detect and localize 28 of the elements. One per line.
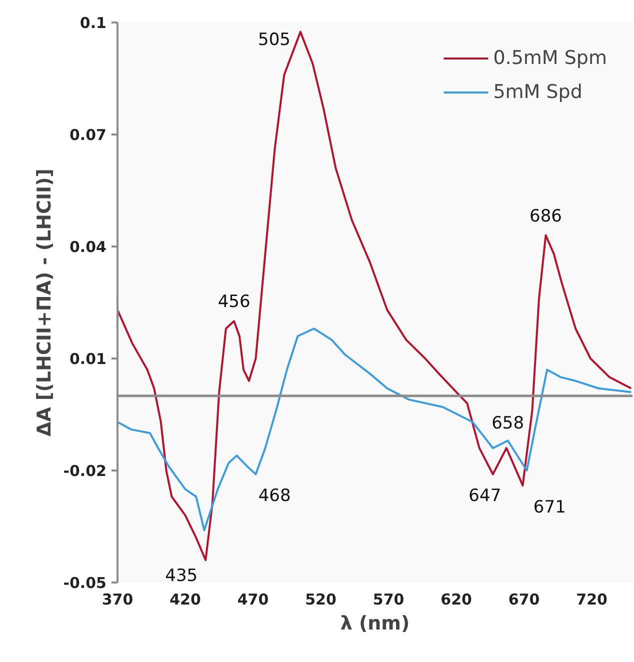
y-tick-label: 0.04 bbox=[69, 238, 107, 256]
annotation: 456 bbox=[218, 292, 250, 312]
y-tick-label: -0.02 bbox=[63, 462, 107, 480]
x-axis-title: λ (nm) bbox=[340, 612, 410, 634]
annotation: 505 bbox=[258, 30, 290, 50]
annotation: 647 bbox=[468, 486, 502, 506]
x-tick-label: 720 bbox=[576, 590, 608, 608]
annotation: 686 bbox=[530, 206, 562, 226]
line-series bbox=[118, 30, 632, 562]
x-tick-label: 520 bbox=[305, 590, 336, 608]
y-tick-label: 0.01 bbox=[69, 350, 107, 368]
y-axis-title: ΔA [(LHCII+ΠA) - (LHCII)] bbox=[33, 168, 56, 436]
x-tick-label: 370 bbox=[102, 590, 134, 608]
x-tick-label: 420 bbox=[170, 590, 201, 608]
y-tick-label: 0.07 bbox=[69, 126, 107, 144]
x-tick-label: 570 bbox=[372, 590, 404, 608]
x-tick-label: 670 bbox=[508, 590, 540, 608]
line-series bbox=[118, 328, 632, 532]
annotation: 658 bbox=[492, 414, 524, 434]
legend-label: 0.5mM Spm bbox=[493, 47, 607, 69]
annotation: 435 bbox=[165, 566, 198, 586]
legend-label: 5mM Spd bbox=[493, 81, 582, 103]
annotation: 671 bbox=[533, 497, 566, 518]
y-tick-label: 0.1 bbox=[80, 14, 107, 32]
y-tick-label: -0.05 bbox=[63, 574, 107, 592]
x-tick-label: 620 bbox=[440, 590, 472, 608]
x-tick-label: 470 bbox=[237, 590, 269, 608]
annotation: 468 bbox=[258, 486, 291, 506]
